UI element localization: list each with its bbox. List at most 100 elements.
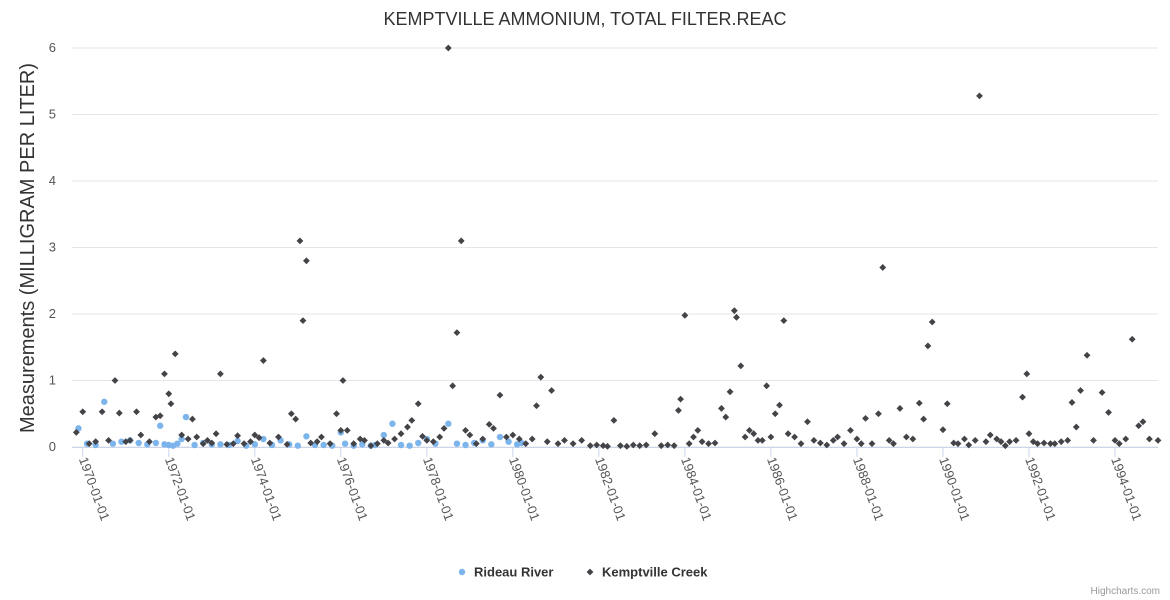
data-point[interactable] [711,439,719,447]
data-point[interactable] [240,440,248,448]
data-point[interactable] [915,399,923,407]
data-point[interactable] [1154,436,1162,444]
data-point[interactable] [178,431,186,439]
data-point[interactable] [1023,370,1031,378]
data-point[interactable] [961,435,968,443]
data-point[interactable] [834,433,841,441]
data-point[interactable] [1072,423,1080,431]
data-point[interactable] [1047,440,1054,448]
data-point[interactable] [167,400,175,408]
data-point[interactable] [343,426,351,434]
data-point[interactable] [251,431,259,439]
data-point[interactable] [92,438,100,446]
data-point[interactable] [496,391,504,399]
data-point[interactable] [623,442,631,450]
data-point[interactable] [737,362,745,370]
data-point[interactable] [259,357,267,364]
data-point[interactable] [318,433,325,441]
data-point[interactable] [444,44,452,52]
data-point[interactable] [569,440,577,448]
data-point[interactable] [350,440,358,448]
data-point[interactable] [204,436,211,444]
data-point[interactable] [266,439,274,447]
credits-link[interactable]: Highcharts.com [1091,586,1160,597]
data-point[interactable] [685,440,693,448]
data-point[interactable] [307,439,315,447]
legend[interactable]: Rideau River Kemptville Creek [458,565,708,580]
data-point[interactable] [404,423,411,431]
data-point[interactable] [976,92,983,100]
data-point[interactable] [453,329,461,337]
data-point[interactable] [490,424,497,432]
data-point[interactable] [681,311,689,319]
data-point[interactable] [126,436,134,444]
data-point[interactable] [337,426,345,434]
data-point[interactable] [178,435,185,443]
data-point[interactable] [791,433,798,441]
data-point[interactable] [135,439,142,447]
data-point[interactable] [341,440,349,447]
data-point[interactable] [763,382,771,390]
data-point[interactable] [488,441,495,448]
data-point[interactable] [993,435,1001,443]
data-point[interactable] [283,440,291,448]
data-point[interactable] [165,390,173,398]
data-point[interactable] [509,431,517,439]
data-point[interactable] [746,426,753,434]
data-point[interactable] [326,440,334,448]
data-point[interactable] [101,398,108,405]
data-point[interactable] [804,418,811,426]
data-point[interactable] [1057,438,1065,446]
data-point[interactable] [115,409,123,417]
data-point[interactable] [1006,438,1014,446]
data-point[interactable] [593,441,601,449]
data-point[interactable] [234,437,241,445]
data-point[interactable] [810,436,818,444]
data-point[interactable] [879,264,887,271]
data-point[interactable] [303,433,310,440]
data-point[interactable] [548,387,555,394]
data-point[interactable] [986,431,994,439]
data-point[interactable] [380,431,388,439]
data-point[interactable] [234,432,241,440]
data-point[interactable] [189,415,196,423]
data-point[interactable] [599,442,607,450]
data-point[interactable] [754,436,762,444]
data-point[interactable] [287,410,295,418]
data-point[interactable] [1105,409,1112,416]
data-point[interactable] [578,436,586,444]
data-point[interactable] [294,442,302,449]
data-point[interactable] [651,430,659,438]
data-point[interactable] [722,413,730,421]
data-point[interactable] [902,433,910,441]
data-point[interactable] [419,432,426,440]
data-point[interactable] [453,440,461,447]
data-point[interactable] [586,442,594,450]
data-point[interactable] [784,430,792,438]
data-point[interactable] [705,440,712,448]
data-point[interactable] [182,413,190,421]
data-point[interactable] [726,388,734,396]
data-point[interactable] [642,441,650,449]
data-point[interactable] [367,442,375,450]
data-point[interactable] [857,440,865,448]
data-point[interactable] [156,412,164,420]
data-point[interactable] [479,435,487,443]
data-point[interactable] [1098,389,1106,396]
data-point[interactable] [299,317,307,325]
data-point[interactable] [515,435,523,443]
data-point[interactable] [133,408,140,416]
data-point[interactable] [829,436,837,444]
data-point[interactable] [694,426,702,434]
data-point[interactable] [690,433,697,441]
data-point[interactable] [767,433,775,441]
data-point[interactable] [797,440,805,448]
data-point[interactable] [604,442,611,450]
data-point[interactable] [216,370,224,378]
data-point[interactable] [657,442,665,450]
data-point[interactable] [303,257,310,265]
data-point[interactable] [1012,436,1020,444]
data-point[interactable] [247,438,254,446]
data-point[interactable] [982,438,990,446]
data-point[interactable] [875,410,882,418]
